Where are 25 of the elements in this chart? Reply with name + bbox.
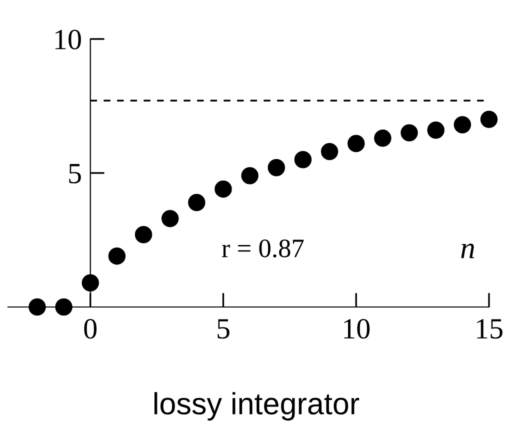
point	[214, 180, 232, 198]
point	[188, 194, 206, 212]
text: lossy integrator	[154, 392, 360, 421]
x-tick-label: 5	[218, 319, 230, 339]
point	[454, 116, 472, 134]
point	[294, 150, 312, 168]
point	[55, 298, 72, 316]
point	[374, 130, 392, 147]
point	[320, 142, 338, 160]
point	[241, 167, 258, 184]
point	[480, 110, 498, 128]
x-axis-title: n	[461, 244, 474, 258]
point	[427, 122, 444, 139]
x-tick-label: 15	[476, 319, 502, 339]
annotation: r = 0.87	[222, 240, 304, 258]
point	[348, 134, 365, 152]
point	[108, 247, 126, 265]
point	[400, 124, 418, 142]
x-tick-label: 10	[344, 318, 370, 339]
point	[161, 210, 179, 228]
point	[268, 159, 286, 176]
point	[82, 274, 99, 292]
x-tick-label: 0	[84, 318, 97, 339]
point	[134, 226, 152, 244]
point	[28, 298, 46, 316]
